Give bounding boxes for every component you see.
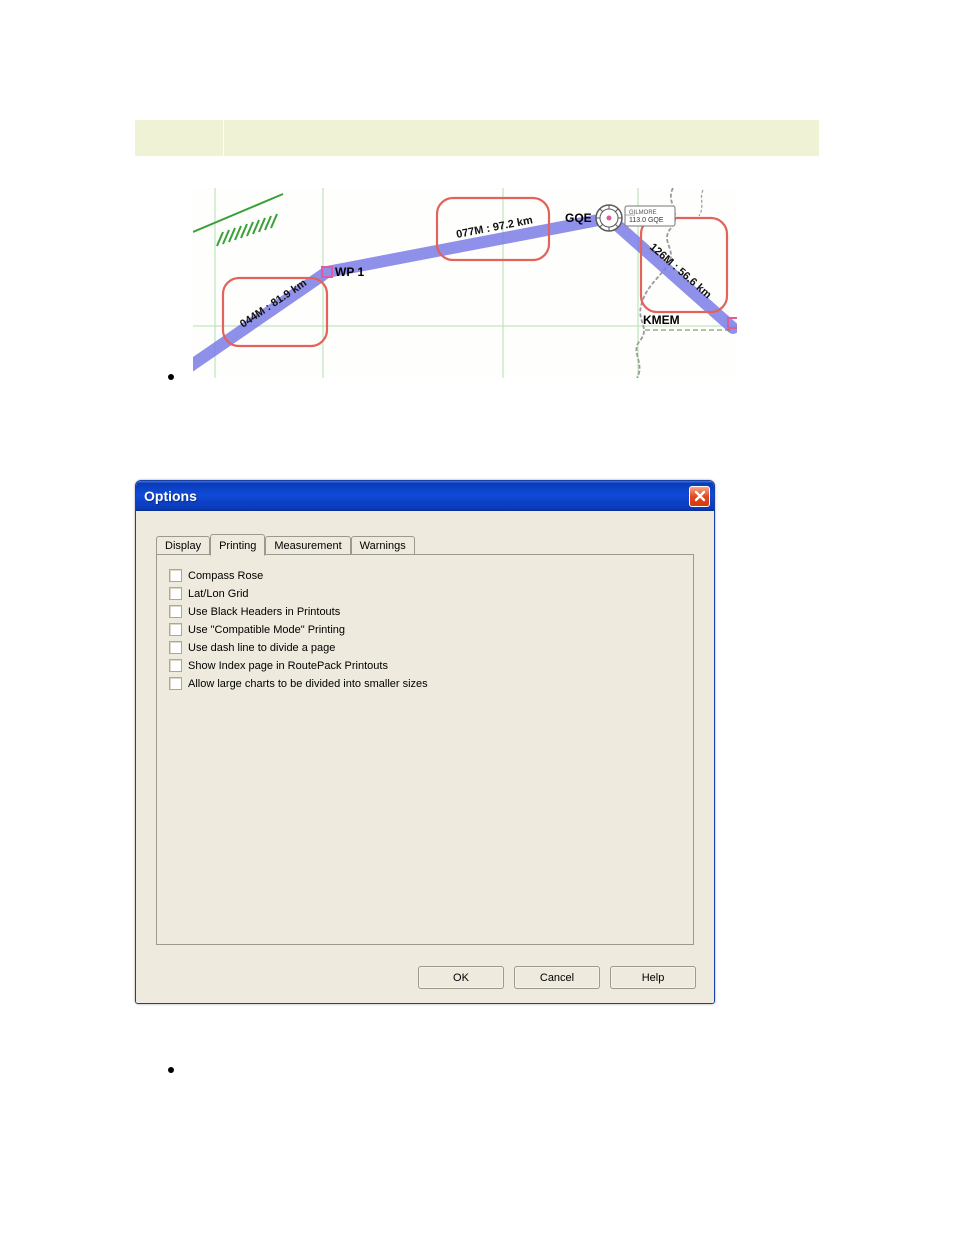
close-button[interactable]	[689, 486, 710, 507]
label-black-headers: Use Black Headers in Printouts	[188, 606, 340, 618]
checkbox-index-page[interactable]	[169, 659, 182, 672]
checkbox-compatible-mode[interactable]	[169, 623, 182, 636]
bullet-1	[168, 374, 174, 380]
route-map: 044M : 81.9 km 077M : 97.2 km 126M : 56.…	[193, 188, 737, 378]
label-index-page: Show Index page in RoutePack Printouts	[188, 660, 388, 672]
tab-measurement[interactable]: Measurement	[265, 536, 350, 556]
help-button[interactable]: Help	[610, 966, 696, 989]
close-icon	[694, 490, 706, 502]
leg1-label: 044M : 81.9 km	[238, 277, 309, 330]
cancel-button[interactable]: Cancel	[514, 966, 600, 989]
label-dash-line: Use dash line to divide a page	[188, 642, 335, 654]
label-compatible-mode: Use "Compatible Mode" Printing	[188, 624, 345, 636]
dialog-titlebar[interactable]: Options	[136, 481, 714, 511]
checkbox-large-charts[interactable]	[169, 677, 182, 690]
waypoint-wp1-label: WP 1	[335, 265, 364, 279]
dialog-button-row: OK Cancel Help	[418, 966, 696, 989]
option-dash-line[interactable]: Use dash line to divide a page	[169, 641, 681, 654]
label-latlon-grid: Lat/Lon Grid	[188, 588, 249, 600]
dialog-body: Display Printing Measurement Warnings Co…	[136, 511, 714, 1003]
dialog-title: Options	[144, 488, 689, 504]
ok-button[interactable]: OK	[418, 966, 504, 989]
label-compass-rose: Compass Rose	[188, 570, 263, 582]
printing-options-list: Compass Rose Lat/Lon Grid Use Black Head…	[169, 569, 681, 690]
tab-strip: Display Printing Measurement Warnings	[156, 531, 694, 555]
option-latlon-grid[interactable]: Lat/Lon Grid	[169, 587, 681, 600]
tab-display[interactable]: Display	[156, 536, 210, 556]
leg3-label: 126M : 56.6 km	[647, 241, 714, 301]
options-dialog: Options Display Printing Measurement War…	[135, 480, 715, 1004]
checkbox-black-headers[interactable]	[169, 605, 182, 618]
option-index-page[interactable]: Show Index page in RoutePack Printouts	[169, 659, 681, 672]
page: 044M : 81.9 km 077M : 97.2 km 126M : 56.…	[0, 0, 954, 1235]
bullet-2	[168, 1067, 174, 1073]
tab-printing[interactable]: Printing	[210, 534, 265, 556]
waypoint-kmem-label: KMEM	[643, 313, 680, 327]
checkbox-dash-line[interactable]	[169, 641, 182, 654]
route-map-svg: 044M : 81.9 km 077M : 97.2 km 126M : 56.…	[193, 188, 737, 378]
checkbox-compass-rose[interactable]	[169, 569, 182, 582]
page-header-band	[135, 120, 819, 156]
option-compass-rose[interactable]: Compass Rose	[169, 569, 681, 582]
header-divider	[223, 120, 224, 156]
navaid-line2: 113.0 GQE	[629, 217, 664, 224]
option-compatible-mode[interactable]: Use "Compatible Mode" Printing	[169, 623, 681, 636]
tab-panel-printing: Compass Rose Lat/Lon Grid Use Black Head…	[156, 554, 694, 945]
waypoint-gqe-label: GQE	[565, 211, 592, 225]
tab-warnings[interactable]: Warnings	[351, 536, 415, 556]
checkbox-latlon-grid[interactable]	[169, 587, 182, 600]
option-large-charts[interactable]: Allow large charts to be divided into sm…	[169, 677, 681, 690]
label-large-charts: Allow large charts to be divided into sm…	[188, 678, 428, 690]
option-black-headers[interactable]: Use Black Headers in Printouts	[169, 605, 681, 618]
